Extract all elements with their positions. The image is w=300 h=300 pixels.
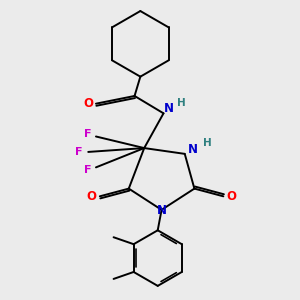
Text: F: F — [84, 165, 91, 175]
Text: O: O — [227, 190, 237, 203]
Text: H: H — [203, 138, 212, 148]
Text: H: H — [176, 98, 185, 107]
Text: N: N — [164, 102, 173, 115]
Text: N: N — [157, 204, 166, 217]
Text: O: O — [83, 97, 93, 110]
Text: F: F — [75, 147, 82, 157]
Text: O: O — [86, 190, 96, 203]
Text: N: N — [188, 143, 197, 156]
Text: F: F — [84, 129, 91, 139]
